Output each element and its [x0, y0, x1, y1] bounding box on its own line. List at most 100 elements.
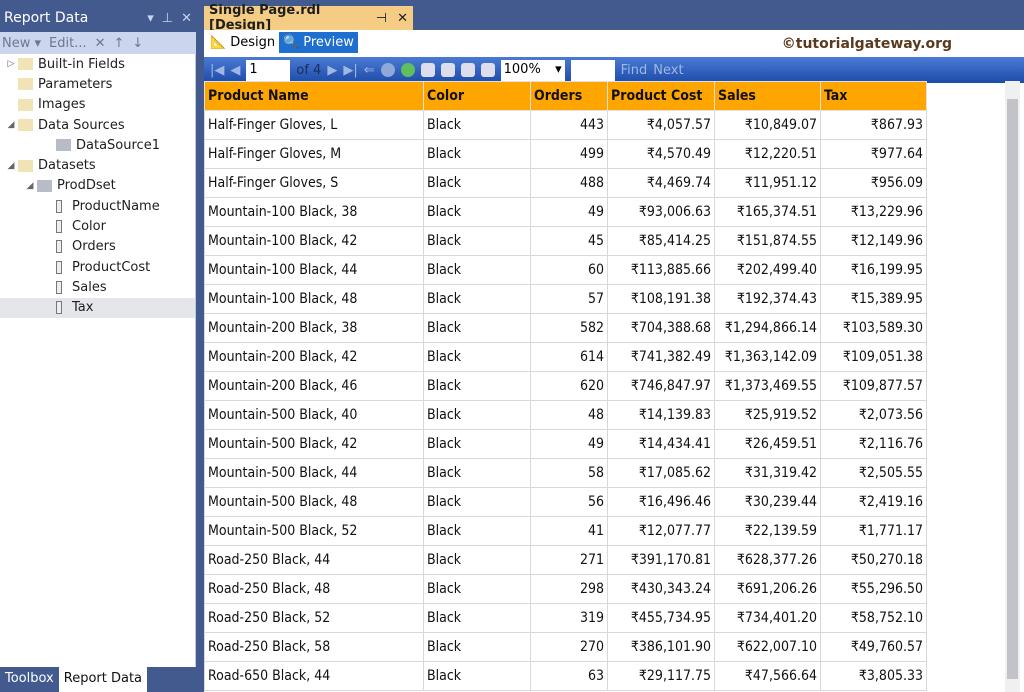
expander-icon[interactable]: ▷	[7, 59, 15, 70]
table-cell: Black	[423, 632, 531, 662]
expander-icon[interactable]: ◢	[26, 180, 34, 191]
tree-item[interactable]: Sales	[0, 277, 195, 297]
new-button[interactable]: New ▾	[2, 35, 42, 51]
table-cell: Black	[423, 342, 531, 372]
column-header: Product Cost	[607, 81, 715, 111]
tree-item[interactable]: Images	[0, 95, 195, 115]
expander-icon[interactable]: ◢	[7, 160, 15, 171]
move-down-icon[interactable]: ↓	[132, 35, 144, 51]
table-cell: ₹1,373,469.55	[714, 371, 821, 401]
document-tab[interactable]: Single Page.rdl [Design] ⊣ ✕	[204, 3, 413, 33]
table-cell: 57	[530, 284, 608, 314]
table-cell: ₹4,469.74	[607, 168, 715, 198]
folder-icon	[18, 58, 33, 71]
table-cell: Black	[423, 429, 531, 459]
refresh-icon[interactable]	[400, 63, 415, 77]
tree-item[interactable]: ◢ ProdDset	[0, 176, 195, 196]
table-cell: ₹85,414.25	[607, 226, 715, 256]
table-cell: ₹1,771.17	[820, 516, 927, 546]
table-cell: Black	[423, 255, 531, 285]
expander-icon[interactable]: ◢	[7, 120, 15, 131]
table-cell: Mountain-200 Black, 38	[204, 313, 424, 343]
last-page-icon[interactable]: ▶|	[343, 62, 358, 78]
tab-report-data[interactable]: Report Data	[58, 667, 148, 692]
panel-header: Report Data ▾ ⊥ ✕	[0, 0, 196, 32]
close-tab-icon[interactable]: ✕	[397, 10, 408, 26]
table-cell: ₹956.09	[820, 168, 927, 198]
table-cell: Road-650 Black, 44	[204, 661, 424, 691]
design-label: Design	[230, 35, 276, 50]
stop-icon[interactable]	[380, 63, 395, 77]
tree-item-label: ProductName	[72, 198, 160, 214]
page-setup-icon[interactable]	[460, 63, 475, 77]
pin-icon[interactable]: ⊥	[161, 10, 174, 26]
print-icon[interactable]	[420, 63, 435, 77]
table-cell: ₹2,073.56	[820, 400, 927, 430]
vertical-scrollbar[interactable]	[1005, 81, 1020, 692]
table-cell: 41	[530, 516, 608, 546]
zoom-select[interactable]: 100% ▾	[500, 59, 565, 81]
table-cell: ₹2,505.55	[820, 458, 927, 488]
table-row: Mountain-500 Black, 48 Black 56 ₹16,496.46 ₹…	[204, 487, 927, 517]
tree-item[interactable]: Tax	[0, 297, 195, 318]
tree-item-label: DataSource1	[76, 137, 160, 153]
table-cell: ₹22,139.59	[714, 516, 821, 546]
find-input[interactable]	[570, 59, 615, 81]
document-tab-title: Single Page.rdl [Design]	[209, 3, 321, 33]
table-cell: ₹202,499.40	[714, 255, 821, 285]
table-cell: Black	[423, 313, 531, 343]
table-cell: Half-Finger Gloves, S	[204, 168, 424, 198]
table-cell: ₹14,434.41	[607, 429, 715, 459]
close-icon[interactable]: ✕	[181, 10, 192, 26]
tree-item-label: Sales	[72, 279, 107, 295]
find-button[interactable]: Find	[620, 62, 648, 78]
table-cell: ₹628,377.26	[714, 545, 821, 575]
tab-toolbox[interactable]: Toolbox	[5, 671, 54, 686]
table-cell: Mountain-500 Black, 42	[204, 429, 424, 459]
scrollbar-thumb[interactable]	[1007, 99, 1018, 679]
table-cell: ₹391,170.81	[607, 545, 715, 575]
edit-button[interactable]: Edit...	[49, 35, 87, 51]
tree-item[interactable]: ▷ Built-in Fields	[0, 54, 195, 74]
tree-item-label: Built-in Fields	[38, 56, 125, 72]
table-cell: Black	[423, 168, 531, 198]
tree-item[interactable]: ProductName	[0, 196, 195, 216]
page-count: of 4	[296, 62, 322, 78]
column-header: Orders	[530, 81, 608, 111]
design-tab[interactable]: 📐 Design	[206, 32, 279, 53]
preview-tab[interactable]: 🔍 Preview	[279, 32, 358, 53]
table-cell: ₹691,206.26	[714, 574, 821, 604]
tree-item[interactable]: Orders	[0, 237, 195, 257]
delete-icon[interactable]: ✕	[94, 35, 106, 51]
tree-item[interactable]: Parameters	[0, 74, 195, 94]
field-icon	[56, 301, 62, 315]
table-cell: Road-250 Black, 44	[204, 545, 424, 575]
export-icon[interactable]	[480, 63, 495, 77]
table-cell: 488	[530, 168, 608, 198]
tree-item[interactable]: ProductCost	[0, 257, 195, 277]
column-header: Product Name	[204, 81, 424, 111]
table-cell: Mountain-100 Black, 42	[204, 226, 424, 256]
print-layout-icon[interactable]	[440, 63, 455, 77]
table-row: Road-250 Black, 58 Black 270 ₹386,101.90 ₹62…	[204, 632, 927, 662]
previous-page-icon[interactable]: ◀	[230, 62, 241, 78]
table-cell: 582	[530, 313, 608, 343]
folder-icon	[18, 98, 33, 111]
tree-item[interactable]: DataSource1	[0, 135, 195, 155]
table-cell: ₹165,374.51	[714, 197, 821, 227]
tree-item[interactable]: ◢ Datasets	[0, 155, 195, 175]
first-page-icon[interactable]: |◀	[210, 62, 225, 78]
table-cell: 58	[530, 458, 608, 488]
tree-item[interactable]: ◢ Data Sources	[0, 115, 195, 135]
pin-icon[interactable]: ⊣	[375, 10, 388, 26]
table-cell: Black	[423, 110, 531, 140]
back-icon[interactable]: ⇐	[363, 62, 375, 78]
move-up-icon[interactable]: ↑	[113, 35, 125, 51]
page-input[interactable]: 1	[246, 59, 291, 81]
tree-item[interactable]: Color	[0, 216, 195, 236]
dropdown-icon[interactable]: ▾	[147, 10, 154, 26]
column-header: Tax	[820, 81, 927, 111]
table-cell: Road-250 Black, 48	[204, 574, 424, 604]
next-page-icon[interactable]: ▶	[327, 62, 338, 78]
next-button[interactable]: Next	[653, 62, 684, 78]
